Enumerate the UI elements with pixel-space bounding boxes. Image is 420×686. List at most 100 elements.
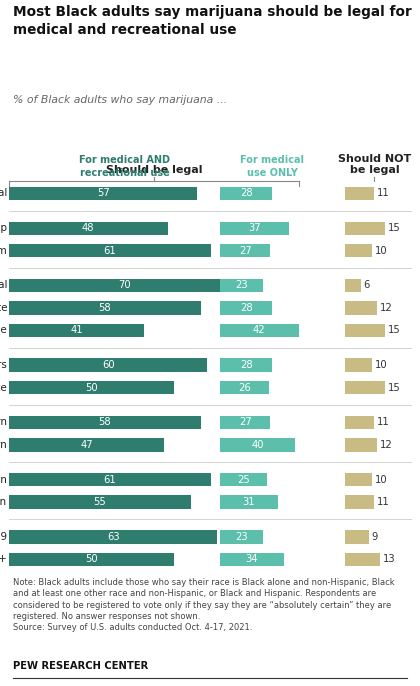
- Text: 15: 15: [388, 223, 401, 233]
- Text: 13: 13: [383, 554, 395, 565]
- Text: 50+: 50+: [0, 554, 7, 565]
- Bar: [220, 530, 263, 543]
- Bar: [9, 324, 144, 337]
- Bar: [9, 301, 201, 315]
- Bar: [220, 438, 295, 451]
- Text: 50: 50: [85, 554, 98, 565]
- Bar: [345, 381, 385, 394]
- Text: Women: Women: [0, 497, 7, 507]
- Text: For medical AND
recreational use: For medical AND recreational use: [79, 155, 170, 178]
- Text: Men: Men: [0, 475, 7, 484]
- Bar: [9, 187, 197, 200]
- Bar: [220, 244, 270, 257]
- Text: 41: 41: [71, 325, 83, 335]
- Text: 6: 6: [364, 281, 370, 290]
- Bar: [345, 473, 372, 486]
- Bar: [345, 324, 385, 337]
- Text: 28: 28: [240, 189, 252, 198]
- Bar: [220, 279, 263, 292]
- Text: 26: 26: [238, 383, 251, 392]
- Text: Foreign born: Foreign born: [0, 440, 7, 450]
- Text: 50: 50: [85, 383, 98, 392]
- Bar: [345, 438, 377, 451]
- Text: 55: 55: [94, 497, 106, 507]
- Text: Should NOT
be legal: Should NOT be legal: [338, 154, 411, 176]
- Bar: [9, 416, 201, 429]
- Text: Most Black adults say marijuana should be legal for
medical and recreational use: Most Black adults say marijuana should b…: [13, 5, 411, 37]
- Text: 61: 61: [103, 246, 116, 256]
- Bar: [220, 324, 299, 337]
- Text: 31: 31: [243, 497, 255, 507]
- Bar: [9, 438, 164, 451]
- Text: 11: 11: [377, 189, 390, 198]
- Text: 12: 12: [380, 440, 393, 450]
- Text: % of Black adults who say marijuana ...: % of Black adults who say marijuana ...: [13, 95, 227, 105]
- Text: Dem/Lean Dem: Dem/Lean Dem: [0, 246, 7, 256]
- Bar: [9, 553, 174, 566]
- Text: 58: 58: [99, 303, 111, 313]
- Text: 23: 23: [235, 281, 248, 290]
- Bar: [345, 495, 374, 509]
- Bar: [220, 358, 273, 372]
- Text: Moderate: Moderate: [0, 303, 7, 313]
- Text: U.S. born: U.S. born: [0, 417, 7, 427]
- Text: 15: 15: [388, 325, 401, 335]
- Bar: [9, 530, 217, 543]
- Text: 48: 48: [82, 223, 94, 233]
- Text: 28: 28: [240, 303, 252, 313]
- Text: 27: 27: [239, 246, 252, 256]
- Text: 70: 70: [118, 281, 131, 290]
- Text: 23: 23: [235, 532, 248, 542]
- Bar: [9, 279, 240, 292]
- Text: PEW RESEARCH CENTER: PEW RESEARCH CENTER: [13, 661, 148, 671]
- Bar: [9, 473, 210, 486]
- Text: 27: 27: [239, 417, 252, 427]
- Bar: [345, 553, 380, 566]
- Bar: [220, 381, 269, 394]
- Text: Conservative: Conservative: [0, 325, 7, 335]
- Text: 10: 10: [374, 475, 387, 484]
- Text: 63: 63: [107, 532, 119, 542]
- Bar: [345, 279, 361, 292]
- Text: 11: 11: [377, 497, 390, 507]
- Text: For medical
use ONLY: For medical use ONLY: [240, 155, 304, 178]
- Text: 47: 47: [80, 440, 93, 450]
- Text: Note: Black adults include those who say their race is Black alone and non-Hispa: Note: Black adults include those who say…: [13, 578, 394, 632]
- Text: Liberal: Liberal: [0, 281, 7, 290]
- Text: Rep/Lean Rep: Rep/Lean Rep: [0, 223, 7, 233]
- Bar: [9, 244, 210, 257]
- Bar: [345, 416, 374, 429]
- Text: 34: 34: [245, 554, 258, 565]
- Text: 42: 42: [253, 325, 265, 335]
- Bar: [9, 358, 207, 372]
- Bar: [345, 530, 369, 543]
- Bar: [345, 301, 377, 315]
- Text: Ages 18-49: Ages 18-49: [0, 532, 7, 542]
- Text: 60: 60: [102, 360, 114, 370]
- Text: 40: 40: [251, 440, 264, 450]
- Bar: [9, 222, 168, 235]
- Bar: [220, 473, 267, 486]
- Text: 57: 57: [97, 189, 110, 198]
- Bar: [220, 553, 284, 566]
- Bar: [9, 495, 191, 509]
- Text: 61: 61: [103, 475, 116, 484]
- Text: 9: 9: [372, 532, 378, 542]
- Bar: [220, 222, 289, 235]
- Text: 11: 11: [377, 417, 390, 427]
- Text: 12: 12: [380, 303, 393, 313]
- Bar: [345, 187, 374, 200]
- Bar: [9, 381, 174, 394]
- Bar: [220, 301, 273, 315]
- Text: Registered voters: Registered voters: [0, 360, 7, 370]
- Text: 25: 25: [237, 475, 249, 484]
- Text: Total: Total: [0, 189, 7, 198]
- Text: 15: 15: [388, 383, 401, 392]
- Bar: [220, 495, 278, 509]
- Text: 37: 37: [248, 223, 261, 233]
- Text: 28: 28: [240, 360, 252, 370]
- Bar: [345, 244, 372, 257]
- Text: 58: 58: [99, 417, 111, 427]
- Text: 10: 10: [374, 360, 387, 370]
- Bar: [345, 222, 385, 235]
